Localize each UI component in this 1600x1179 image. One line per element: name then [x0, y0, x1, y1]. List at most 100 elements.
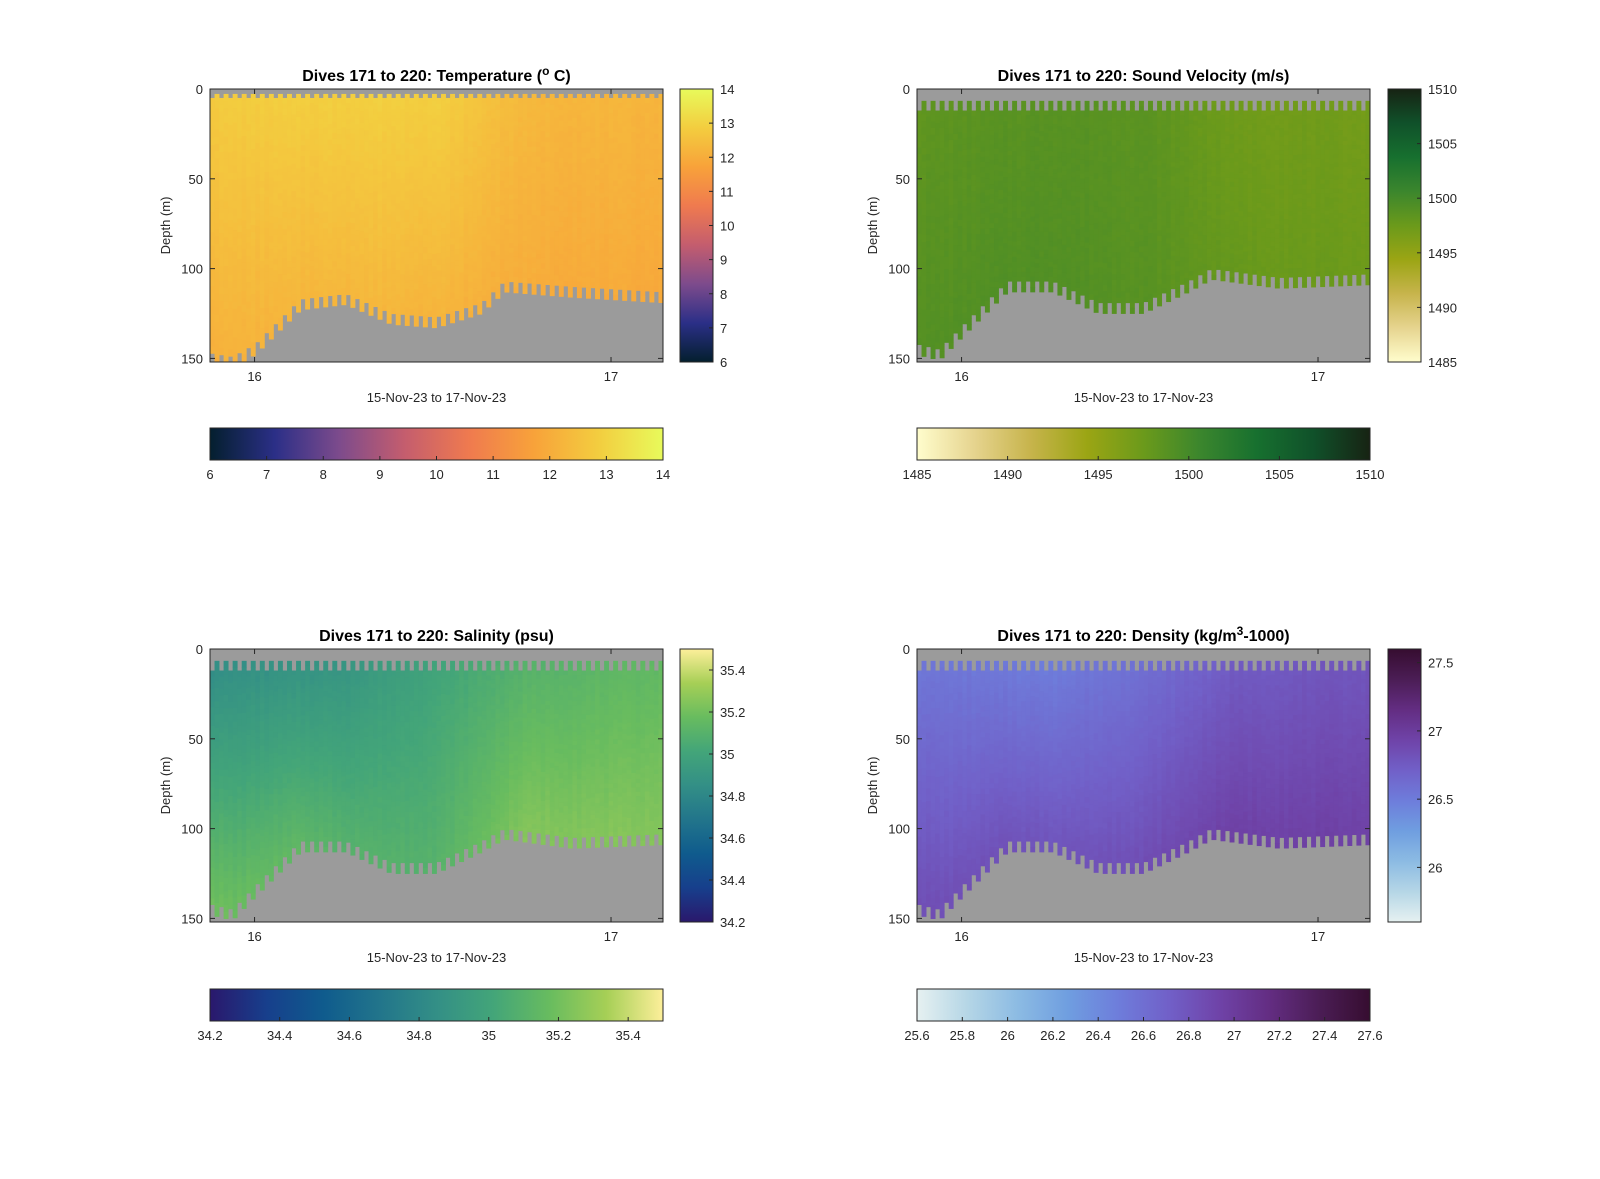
- heatmap-cell: [935, 235, 941, 243]
- heatmap-cell: [608, 173, 614, 179]
- heatmap-cell: [518, 209, 523, 215]
- heatmap-cell: [350, 217, 356, 224]
- heatmap-cell: [595, 115, 600, 122]
- heatmap-cell: [354, 177, 360, 183]
- heatmap-cell: [935, 148, 941, 155]
- heatmap-cell: [549, 216, 555, 222]
- heatmap-cell: [382, 232, 388, 239]
- heatmap-cell: [450, 202, 456, 209]
- heatmap-cell: [558, 200, 564, 207]
- heatmap-cell: [323, 245, 329, 252]
- heatmap-cell: [567, 286, 573, 293]
- heatmap-cell: [622, 284, 628, 290]
- heatmap-cell: [495, 217, 501, 224]
- heatmap-cell: [590, 192, 596, 199]
- heatmap-cell: [545, 269, 551, 276]
- heatmap-cell: [1007, 164, 1013, 170]
- heatmap-cell: [576, 147, 582, 154]
- heatmap-cell: [210, 198, 215, 206]
- heatmap-cell: [658, 214, 663, 221]
- heatmap-cell: [345, 201, 351, 208]
- heatmap-cell: [354, 277, 360, 284]
- heatmap-cell: [391, 132, 397, 139]
- heatmap-cell: [499, 234, 505, 240]
- heatmap-cell: [309, 97, 315, 104]
- heatmap-cell: [373, 174, 379, 181]
- heatmap-cell: [622, 175, 628, 182]
- heatmap-cell: [604, 142, 610, 149]
- heatmap-cell: [545, 220, 551, 227]
- heatmap-cell: [255, 149, 261, 157]
- heatmap-cell: [445, 132, 451, 139]
- heatmap-cell: [327, 149, 333, 156]
- heatmap-cell: [581, 157, 587, 164]
- heatmap-cell: [431, 100, 437, 107]
- heatmap-cell: [994, 143, 999, 150]
- heatmap-cell: [508, 97, 514, 104]
- heatmap-cell: [268, 158, 274, 166]
- heatmap-cell: [427, 201, 433, 208]
- heatmap-cell: [939, 154, 945, 163]
- heatmap-cell: [300, 283, 306, 289]
- heatmap-cell: [971, 298, 977, 305]
- heatmap-cell: [527, 136, 533, 143]
- heatmap-cell: [400, 143, 406, 150]
- heatmap-cell: [431, 241, 437, 249]
- heatmap-cell: [350, 172, 356, 179]
- heatmap-cell: [336, 289, 342, 295]
- heatmap-cell: [490, 220, 496, 226]
- heatmap-cell: [957, 332, 963, 340]
- heatmap-cell: [558, 248, 564, 255]
- heatmap-cell: [653, 194, 659, 201]
- heatmap-cell: [635, 229, 641, 236]
- heatmap-cell: [926, 135, 931, 143]
- heatmap-cell: [472, 168, 478, 175]
- heatmap-cell: [975, 100, 981, 108]
- heatmap-cell: [219, 138, 224, 146]
- heatmap-cell: [590, 122, 596, 129]
- heatmap-cell: [327, 160, 333, 166]
- heatmap-cell: [336, 180, 342, 187]
- heatmap-cell: [635, 103, 641, 109]
- heatmap-cell: [364, 119, 369, 126]
- heatmap-cell: [241, 122, 247, 130]
- heatmap-cell: [944, 336, 950, 343]
- heatmap-cell: [572, 281, 578, 288]
- heatmap-cell: [572, 102, 578, 109]
- heatmap-cell: [984, 206, 990, 213]
- heatmap-cell: [994, 196, 999, 203]
- heatmap-cell: [241, 227, 247, 235]
- heatmap-cell: [431, 112, 437, 119]
- heatmap-cell: [277, 299, 283, 306]
- heatmap-cell: [540, 173, 546, 179]
- heatmap-cell: [477, 227, 483, 234]
- heatmap-cell: [581, 282, 587, 288]
- heatmap-cell: [232, 115, 238, 123]
- heatmap-cell: [658, 236, 663, 243]
- heatmap-cell: [1034, 164, 1040, 170]
- heatmap-cell: [1007, 191, 1013, 197]
- heatmap-cell: [980, 131, 986, 137]
- heatmap-cell: [549, 184, 555, 190]
- heatmap-cell: [984, 306, 990, 313]
- heatmap-cell: [450, 226, 456, 233]
- heatmap-cell: [930, 209, 936, 217]
- heatmap-cell: [450, 196, 456, 203]
- heatmap-cell: [210, 218, 215, 227]
- heatmap-cell: [518, 263, 523, 269]
- heatmap-cell: [984, 267, 990, 274]
- heatmap-cell: [939, 114, 945, 122]
- heatmap-cell: [445, 256, 451, 263]
- heatmap-cell: [377, 242, 383, 249]
- heatmap-cell: [219, 253, 224, 261]
- heatmap-cell: [998, 189, 1004, 195]
- heatmap-cell: [522, 162, 528, 168]
- heatmap-cell: [391, 183, 397, 190]
- heatmap-cell: [1030, 246, 1036, 253]
- heatmap-cell: [277, 212, 283, 219]
- heatmap-cell: [590, 197, 596, 204]
- heatmap-cell: [490, 251, 496, 257]
- heatmap-cell: [921, 255, 927, 263]
- heatmap-cell: [558, 232, 564, 239]
- heatmap-cell: [332, 144, 338, 151]
